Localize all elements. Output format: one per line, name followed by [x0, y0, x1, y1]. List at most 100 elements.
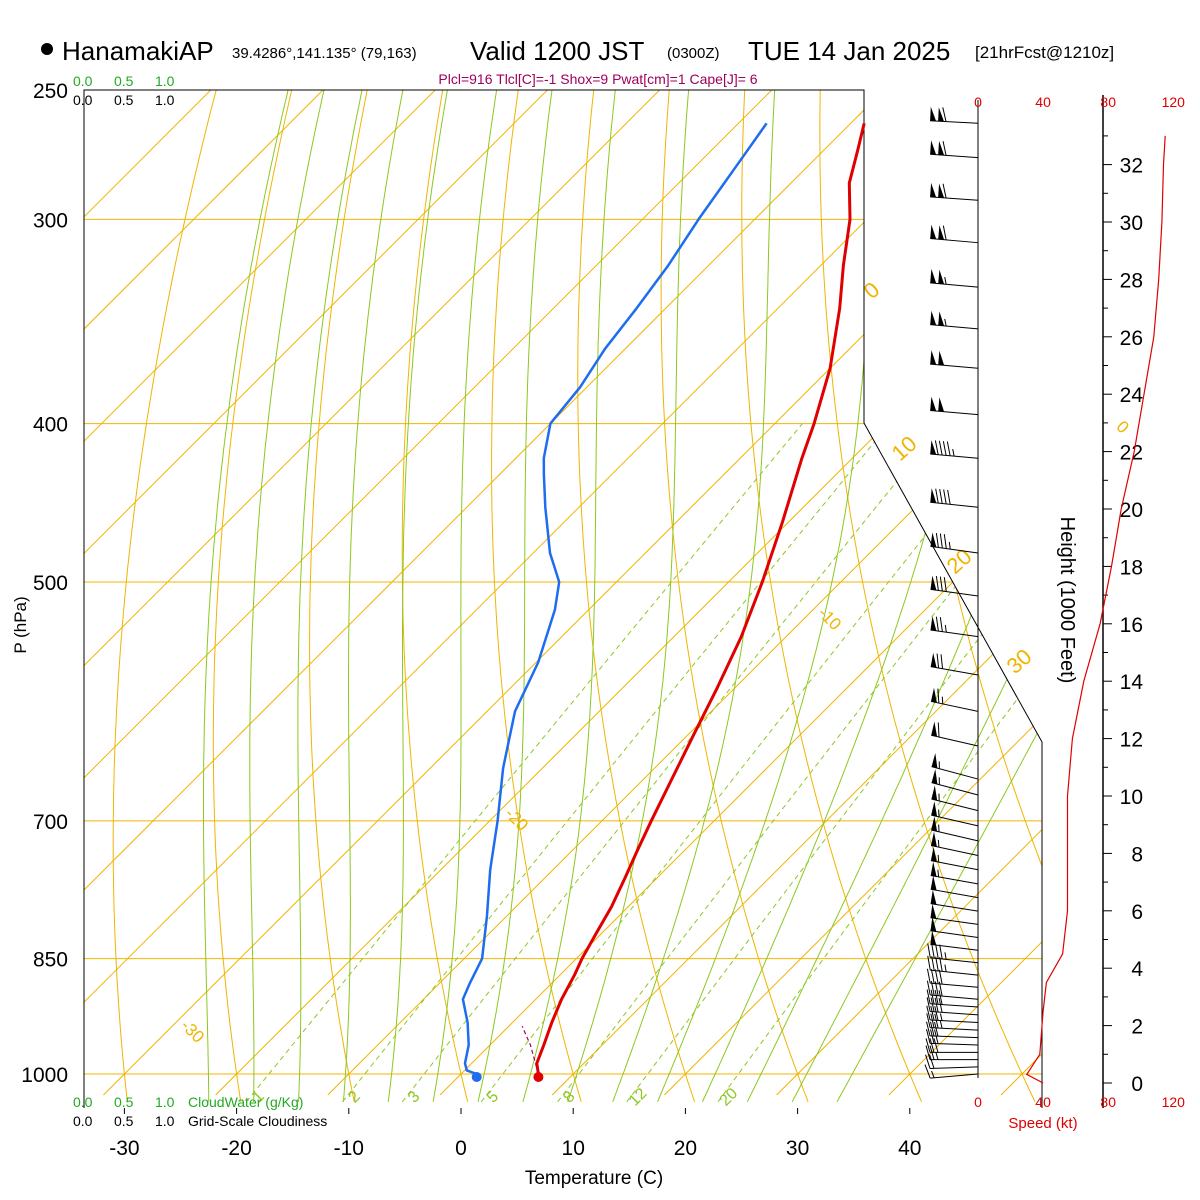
wind-barb	[930, 652, 979, 676]
barb-flag	[934, 1021, 939, 1037]
mixing-ratio-line	[557, 423, 1042, 1103]
barb-pennant	[931, 753, 938, 769]
moist-adiabat	[203, 90, 296, 1102]
barb-flag	[942, 183, 947, 199]
barb-flag	[926, 1013, 931, 1028]
pressure-label-850: 850	[33, 949, 68, 972]
barb-flag	[934, 1006, 939, 1021]
barb-flag	[930, 1021, 935, 1037]
barb-flag	[934, 989, 939, 1005]
isotherm-label: -30	[177, 1016, 208, 1047]
wind-barb	[930, 687, 979, 712]
barb-flag	[935, 532, 939, 548]
height-tick-label: 16	[1120, 614, 1143, 637]
adiabat-label: 0	[859, 277, 885, 304]
barb-flag	[926, 989, 931, 1004]
height-tick-label: 8	[1131, 843, 1143, 866]
barb-pennant	[931, 816, 938, 832]
barb-half	[944, 318, 947, 327]
barb-pennant	[930, 106, 937, 122]
barb-pennant	[930, 861, 937, 877]
barb-half	[941, 696, 944, 704]
barb-half	[944, 952, 947, 960]
barb-pennant	[938, 397, 945, 412]
surface-temperature-marker	[533, 1072, 544, 1082]
barb-flag	[937, 688, 940, 704]
pressure-label-250: 250	[33, 80, 68, 103]
barb-staff	[930, 700, 979, 712]
barb-staff	[930, 410, 979, 416]
barb-pennant	[930, 652, 937, 668]
barb-staff	[931, 766, 979, 780]
barb-pennant	[931, 687, 937, 703]
mixing-ratio-line	[342, 423, 890, 1103]
cloud-scale-top-tick-1: 0.5	[114, 73, 134, 89]
barb-staff	[930, 1035, 979, 1039]
speed-profile-line	[1025, 135, 1166, 1084]
mixing-ratio-label: 3	[405, 1088, 423, 1106]
barb-flag	[935, 956, 939, 972]
barb-half	[937, 869, 940, 877]
barb-pennant	[938, 269, 945, 285]
barb-flag	[946, 441, 951, 456]
wind-barb	[926, 968, 979, 988]
cloud-scale-top-tick-2: 1.0	[155, 73, 175, 89]
wind-barb	[930, 889, 979, 912]
dry-adiabat	[577, 90, 696, 1102]
barb-flag	[939, 533, 943, 549]
barb-pennant	[930, 268, 937, 284]
barb-flag	[942, 225, 947, 240]
barb-flag	[939, 956, 943, 972]
wind-barbs	[924, 106, 979, 1079]
barb-staff	[930, 844, 979, 856]
barb-pennant	[931, 831, 937, 847]
forecast-info: [21hrFcst@1210z]	[975, 43, 1114, 62]
barb-flag	[934, 1013, 939, 1029]
height-tick-label: 22	[1120, 442, 1143, 465]
station-coords: 39.4286°,141.135° (79,163)	[232, 45, 417, 62]
dry-adiabat	[741, 90, 923, 1103]
plot-frame	[83, 89, 1043, 1108]
barb-staff	[930, 888, 979, 899]
stability-indices: Plcl=916 Tlcl[C]=-1 Shox=9 Pwat[cm]=1 Ca…	[438, 71, 757, 87]
wind-barb	[926, 1021, 979, 1039]
wind-barb	[931, 816, 979, 842]
barb-pennant	[930, 889, 937, 905]
barb-half	[939, 1013, 943, 1021]
wind-barb	[930, 182, 979, 201]
barb-flag	[943, 489, 947, 504]
barb-staff	[930, 1042, 979, 1046]
x-tick-label: 40	[898, 1137, 921, 1160]
barb-staff	[930, 1073, 979, 1079]
barb-pennant	[938, 350, 945, 366]
isotherm	[84, 90, 914, 1096]
barb-flag	[926, 980, 931, 996]
station-marker-icon	[41, 43, 53, 55]
dry-adiabat	[969, 90, 1042, 1103]
isotherm-label: -20	[501, 804, 532, 835]
barb-half	[948, 541, 951, 550]
barb-flag	[935, 616, 939, 632]
barb-pennant	[930, 616, 937, 631]
isotherm	[327, 90, 1042, 1096]
barb-staff	[930, 943, 979, 951]
barb-pennant	[930, 440, 937, 455]
wind-barb	[927, 955, 979, 976]
temperature-profile-line	[535, 122, 866, 1075]
barb-flag	[927, 943, 931, 958]
barb-half	[935, 1052, 939, 1060]
barb-flag	[931, 943, 935, 959]
cloud-water-label: CloudWater (g/Kg)	[188, 1094, 303, 1110]
dry-adiabat	[401, 90, 469, 1102]
valid-utc: (0300Z)	[667, 45, 720, 62]
barb-flag	[929, 1054, 935, 1069]
barb-flag	[938, 997, 943, 1013]
barb-pennant	[930, 396, 937, 411]
wind-barb	[930, 616, 979, 638]
wind-barb	[925, 1054, 979, 1070]
barb-flag	[926, 1021, 931, 1037]
barb-pennant	[930, 532, 937, 548]
wind-barb	[926, 989, 979, 1008]
